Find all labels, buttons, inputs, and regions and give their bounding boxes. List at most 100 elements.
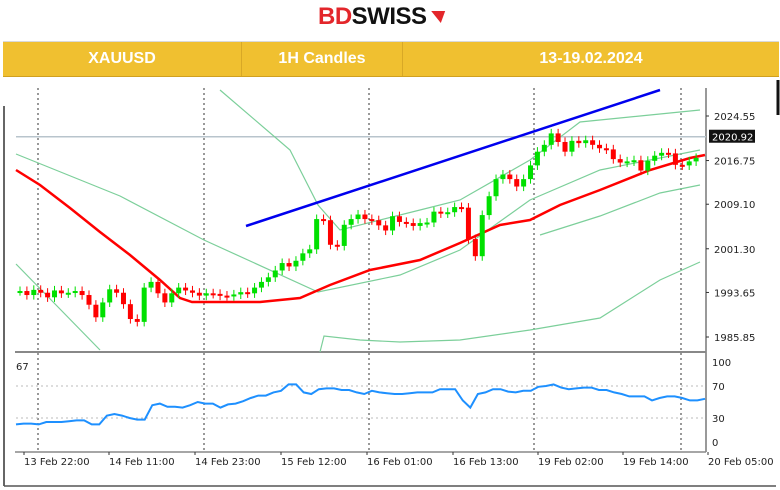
time-tick-label: 20 Feb 05:00 bbox=[708, 457, 774, 468]
bullish-candle bbox=[279, 263, 285, 271]
bullish-candle bbox=[583, 140, 589, 144]
bullish-candle bbox=[500, 174, 506, 180]
bearish-candle bbox=[610, 149, 616, 160]
bullish-candle bbox=[100, 302, 106, 318]
price-tick-label: 2016.75 bbox=[714, 157, 755, 168]
bearish-candle bbox=[45, 292, 51, 298]
bearish-candle bbox=[93, 304, 99, 318]
bullish-candle bbox=[541, 144, 547, 152]
band-line bbox=[319, 261, 701, 353]
time-tick-label: 19 Feb 14:00 bbox=[623, 457, 689, 468]
band-line bbox=[15, 149, 701, 293]
bullish-candle bbox=[107, 289, 113, 303]
rsi-indicator-pane: 67 bbox=[15, 362, 706, 426]
bdswiss-logo: BD SWISS bbox=[318, 3, 445, 30]
band-line bbox=[15, 263, 101, 351]
bearish-candle bbox=[162, 293, 168, 303]
time-tick-label: 15 Feb 12:00 bbox=[281, 457, 347, 468]
moving-average-line bbox=[15, 153, 706, 304]
rsi-tick-label: 70 bbox=[712, 382, 725, 393]
time-tick-label: 14 Feb 23:00 bbox=[195, 457, 261, 468]
bullish-candle bbox=[203, 293, 209, 296]
bullish-candle bbox=[169, 293, 175, 303]
price-axis: 2024.55 2016.75 2009.10 2001.30 1993.65 1985.… bbox=[706, 112, 755, 344]
trading-chart[interactable]: 67 2024.55 2016.75 2009.10 2001.30 1993.65 19… bbox=[0, 78, 780, 490]
bullish-candle bbox=[176, 287, 182, 294]
bullish-candle bbox=[431, 211, 437, 223]
bullish-candle bbox=[231, 294, 237, 297]
bullish-candle bbox=[479, 215, 485, 257]
time-tick-label: 19 Feb 02:00 bbox=[538, 457, 604, 468]
bearish-candle bbox=[327, 220, 333, 245]
bearish-candle bbox=[245, 292, 251, 295]
bearish-candle bbox=[562, 141, 568, 152]
bullish-candle bbox=[293, 260, 299, 267]
bullish-candle bbox=[31, 289, 37, 296]
time-tick-label: 16 Feb 13:00 bbox=[453, 457, 519, 468]
bearish-candle bbox=[555, 133, 561, 142]
bearish-candle bbox=[459, 207, 465, 210]
bearish-candle bbox=[321, 219, 327, 222]
bullish-candle bbox=[659, 152, 665, 156]
bearish-candle bbox=[334, 244, 340, 247]
price-tick-label: 2024.55 bbox=[714, 112, 755, 123]
bullish-candle bbox=[258, 281, 264, 288]
bullish-candle bbox=[624, 161, 630, 164]
bullish-candle bbox=[445, 212, 451, 215]
bearish-candle bbox=[210, 293, 216, 296]
bearish-candle bbox=[638, 160, 644, 171]
bullish-candle bbox=[348, 219, 354, 225]
bearish-candle bbox=[383, 225, 389, 231]
bullish-candle bbox=[355, 214, 361, 220]
bullish-candle bbox=[548, 133, 554, 145]
symbol-label: XAUUSD bbox=[3, 42, 242, 76]
bullish-candle bbox=[51, 290, 57, 298]
bearish-candle bbox=[224, 295, 230, 298]
bullish-candle bbox=[300, 253, 306, 261]
bearish-candle bbox=[369, 219, 375, 222]
bullish-candle bbox=[534, 151, 540, 166]
bearish-candle bbox=[465, 207, 471, 240]
bearish-candle bbox=[79, 291, 85, 296]
bullish-candle bbox=[390, 216, 396, 231]
chart-info-banner: XAUUSD 1H Candles 13-19.02.2024 bbox=[3, 41, 779, 77]
bearish-candle bbox=[24, 291, 30, 296]
bearish-candle bbox=[672, 153, 678, 165]
bearish-candle bbox=[590, 140, 596, 145]
current-price-value: 2020.92 bbox=[712, 133, 753, 144]
bullish-candle bbox=[341, 224, 347, 246]
logo-text-bd: BD bbox=[318, 3, 352, 30]
bearish-candle bbox=[286, 263, 292, 267]
band-line bbox=[219, 89, 701, 231]
bullish-candle bbox=[493, 179, 499, 197]
bearish-candle bbox=[617, 159, 623, 163]
bearish-candle bbox=[196, 292, 202, 296]
bearish-candle bbox=[183, 287, 189, 291]
bullish-candle bbox=[569, 140, 575, 152]
bullish-candle bbox=[272, 270, 278, 278]
trendline[interactable] bbox=[245, 88, 661, 228]
price-tick-label: 1985.85 bbox=[714, 333, 755, 344]
bearish-candle bbox=[127, 304, 133, 320]
timeframe-label: 1H Candles bbox=[242, 42, 403, 76]
bullish-candle bbox=[252, 287, 258, 294]
rsi-line bbox=[15, 383, 706, 426]
bullish-candle bbox=[693, 157, 699, 162]
rsi-axis: 100 70 30 0 bbox=[712, 358, 731, 449]
band-line bbox=[539, 184, 701, 236]
bearish-candle bbox=[217, 293, 223, 296]
bearish-candle bbox=[396, 216, 402, 222]
date-range-label: 13-19.02.2024 bbox=[539, 50, 643, 67]
bearish-candle bbox=[507, 174, 513, 180]
bearish-candle bbox=[58, 290, 64, 294]
bearish-candle bbox=[603, 148, 609, 151]
bullish-candle bbox=[521, 179, 527, 187]
bearish-candle bbox=[438, 211, 444, 214]
time-tick-label: 13 Feb 22:00 bbox=[24, 457, 90, 468]
time-tick-label: 14 Feb 11:00 bbox=[109, 457, 175, 468]
bearish-candle bbox=[514, 179, 520, 187]
rsi-tick-label: 30 bbox=[712, 414, 725, 425]
bullish-candle bbox=[72, 291, 78, 294]
bullish-candle bbox=[148, 281, 154, 288]
bearish-candle bbox=[666, 152, 672, 155]
